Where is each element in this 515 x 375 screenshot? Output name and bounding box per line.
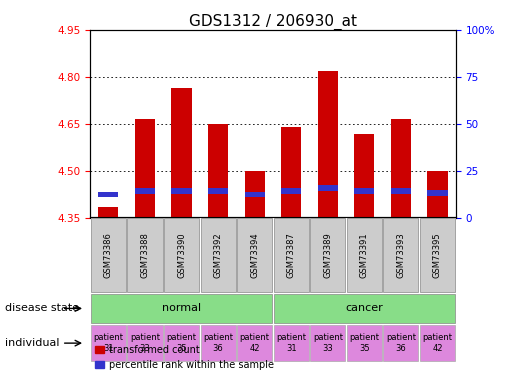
Text: normal: normal bbox=[162, 303, 201, 313]
Text: GSM73394: GSM73394 bbox=[250, 232, 259, 278]
Bar bbox=[354, 134, 374, 218]
Bar bbox=[318, 70, 338, 217]
Bar bbox=[310, 218, 346, 292]
Bar bbox=[391, 119, 411, 218]
Text: disease state: disease state bbox=[5, 303, 79, 313]
Bar bbox=[164, 325, 199, 361]
Bar bbox=[245, 192, 265, 197]
Bar bbox=[98, 207, 118, 218]
Text: patient
31: patient 31 bbox=[276, 333, 306, 353]
Bar bbox=[98, 192, 118, 197]
Text: patient
42: patient 42 bbox=[239, 333, 270, 353]
Text: GSM73388: GSM73388 bbox=[141, 232, 149, 278]
Bar bbox=[420, 325, 455, 361]
Bar bbox=[127, 218, 163, 292]
Bar bbox=[171, 189, 192, 194]
Legend: transformed count, percentile rank within the sample: transformed count, percentile rank withi… bbox=[95, 345, 273, 370]
Bar bbox=[281, 127, 301, 218]
Bar bbox=[391, 189, 411, 194]
Text: individual: individual bbox=[5, 338, 60, 348]
Bar bbox=[208, 124, 228, 218]
Bar bbox=[273, 325, 309, 361]
Bar bbox=[135, 119, 155, 218]
Bar bbox=[135, 189, 155, 194]
Bar bbox=[347, 325, 382, 361]
Bar bbox=[354, 189, 374, 194]
Bar bbox=[318, 185, 338, 191]
Bar bbox=[164, 218, 199, 292]
Text: patient
42: patient 42 bbox=[422, 333, 453, 353]
Text: patient
31: patient 31 bbox=[93, 333, 124, 353]
Text: patient
33: patient 33 bbox=[313, 333, 343, 353]
Text: GSM73387: GSM73387 bbox=[287, 232, 296, 278]
Text: GSM73389: GSM73389 bbox=[323, 232, 332, 278]
Text: GSM73390: GSM73390 bbox=[177, 232, 186, 278]
Bar bbox=[237, 218, 272, 292]
Bar bbox=[383, 218, 419, 292]
Text: patient
36: patient 36 bbox=[203, 333, 233, 353]
Bar bbox=[245, 171, 265, 217]
Text: patient
36: patient 36 bbox=[386, 333, 416, 353]
Bar bbox=[281, 189, 301, 194]
Bar bbox=[310, 325, 346, 361]
Bar bbox=[200, 218, 236, 292]
Bar bbox=[91, 294, 272, 323]
Text: patient
35: patient 35 bbox=[166, 333, 197, 353]
Text: GSM73392: GSM73392 bbox=[214, 232, 222, 278]
Text: GSM73395: GSM73395 bbox=[433, 232, 442, 278]
Bar bbox=[383, 325, 419, 361]
Text: patient
35: patient 35 bbox=[349, 333, 380, 353]
Title: GDS1312 / 206930_at: GDS1312 / 206930_at bbox=[189, 14, 357, 30]
Bar bbox=[273, 218, 309, 292]
Bar bbox=[127, 325, 163, 361]
Text: cancer: cancer bbox=[346, 303, 383, 313]
Bar bbox=[91, 218, 126, 292]
Bar bbox=[237, 325, 272, 361]
Text: GSM73393: GSM73393 bbox=[397, 232, 405, 278]
Bar bbox=[171, 88, 192, 218]
Bar bbox=[427, 171, 448, 217]
Bar bbox=[420, 218, 455, 292]
Bar bbox=[273, 294, 455, 323]
Bar bbox=[427, 190, 448, 196]
Text: GSM73386: GSM73386 bbox=[104, 232, 113, 278]
Bar bbox=[91, 325, 126, 361]
Bar bbox=[347, 218, 382, 292]
Text: GSM73391: GSM73391 bbox=[360, 232, 369, 278]
Bar bbox=[200, 325, 236, 361]
Text: patient
33: patient 33 bbox=[130, 333, 160, 353]
Bar bbox=[208, 189, 228, 194]
